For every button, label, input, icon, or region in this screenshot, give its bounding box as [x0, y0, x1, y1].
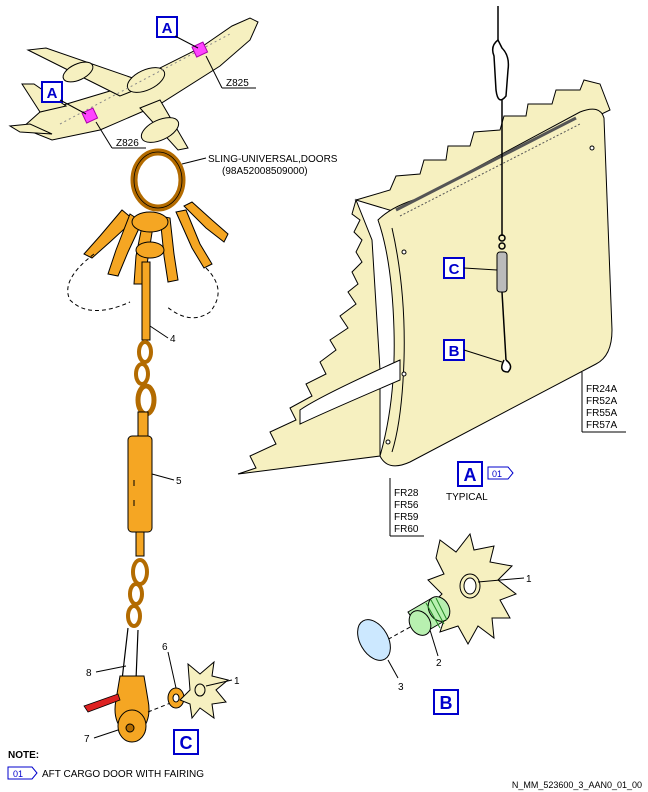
item-5-label: 5 [176, 476, 182, 487]
zone-highlight-bottom [81, 107, 99, 124]
item-1-label-sling: 1 [234, 676, 240, 687]
callout-a-top: A [162, 20, 173, 37]
zone-label-bottom: Z826 [95, 121, 146, 149]
door-callout-b: B [443, 339, 503, 363]
detail-b-labels: 1 2 3 [387, 574, 532, 693]
detail-b-item-1: 1 [526, 574, 532, 585]
red-streamer [83, 693, 121, 713]
lens-3 [357, 619, 391, 661]
frame-fr24a: FR24A [586, 384, 617, 395]
callout-b-door: B [449, 343, 460, 360]
callout-c-door: C [449, 261, 460, 278]
note-block: NOTE: 01 AFT CARGO DOOR WITH FAIRING [7, 750, 204, 780]
note-ref: 01 [13, 769, 23, 779]
sling-item-labels: 4 5 6 8 7 1 [84, 325, 240, 745]
detail-b-letter: B [440, 693, 453, 713]
aircraft-illustration [8, 17, 259, 151]
frame-fr56: FR56 [394, 500, 419, 511]
item-4-label: 4 [170, 334, 176, 345]
view-a-ref: 01 [492, 469, 502, 479]
note-text: AFT CARGO DOOR WITH FAIRING [42, 769, 204, 780]
view-a-caption: TYPICAL [446, 492, 488, 503]
frame-labels-left: FR28 FR56 FR59 FR60 [389, 478, 424, 537]
view-a-letter: A [464, 465, 477, 485]
item-7-label: 7 [84, 734, 90, 745]
zone-label-top: Z825 [205, 55, 256, 89]
frame-fr28: FR28 [394, 488, 419, 499]
sling-title: SLING-UNIVERSAL,DOORS [208, 154, 338, 165]
detail-b-assembly [357, 532, 518, 661]
detail-c-callout: C [173, 729, 199, 755]
zone-z826: Z826 [116, 138, 139, 149]
frame-fr52a: FR52A [586, 396, 617, 407]
sling-part-number: (98A52008509000) [222, 166, 308, 177]
aircraft-callout-bottom: A [41, 81, 87, 115]
cargo-door-panel [237, 79, 613, 475]
item-8-label: 8 [86, 668, 92, 679]
zone-highlight-top [191, 41, 209, 58]
sling-assembly [67, 148, 229, 743]
frame-fr59: FR59 [394, 512, 419, 523]
frame-fr60: FR60 [394, 524, 419, 535]
drawing-id: N_MM_523600_3_AAN0_01_00 [512, 780, 642, 790]
frame-fr57a: FR57A [586, 420, 617, 431]
detail-c-letter: C [180, 733, 193, 753]
bushing-2 [407, 596, 451, 636]
zone-z825: Z825 [226, 78, 249, 89]
frame-fr55a: FR55A [586, 408, 617, 419]
item-6-label: 6 [162, 642, 168, 653]
callout-a-bottom: A [47, 85, 58, 102]
detail-b-callout: B [433, 689, 459, 715]
door-callout-c: C [443, 257, 498, 279]
aircraft-callout-top: A [156, 16, 199, 49]
sling-title-group: SLING-UNIVERSAL,DOORS (98A52008509000) [181, 154, 338, 177]
lifting-cable [491, 6, 512, 373]
view-a-label: A 01 TYPICAL [446, 461, 514, 503]
note-heading: NOTE: [8, 750, 39, 761]
detail-b-item-2: 2 [436, 658, 442, 669]
turnbuckle-sleeve [496, 251, 508, 293]
detail-b-item-3: 3 [398, 682, 404, 693]
frame-labels-right: FR24A FR52A FR55A FR57A [581, 372, 626, 433]
